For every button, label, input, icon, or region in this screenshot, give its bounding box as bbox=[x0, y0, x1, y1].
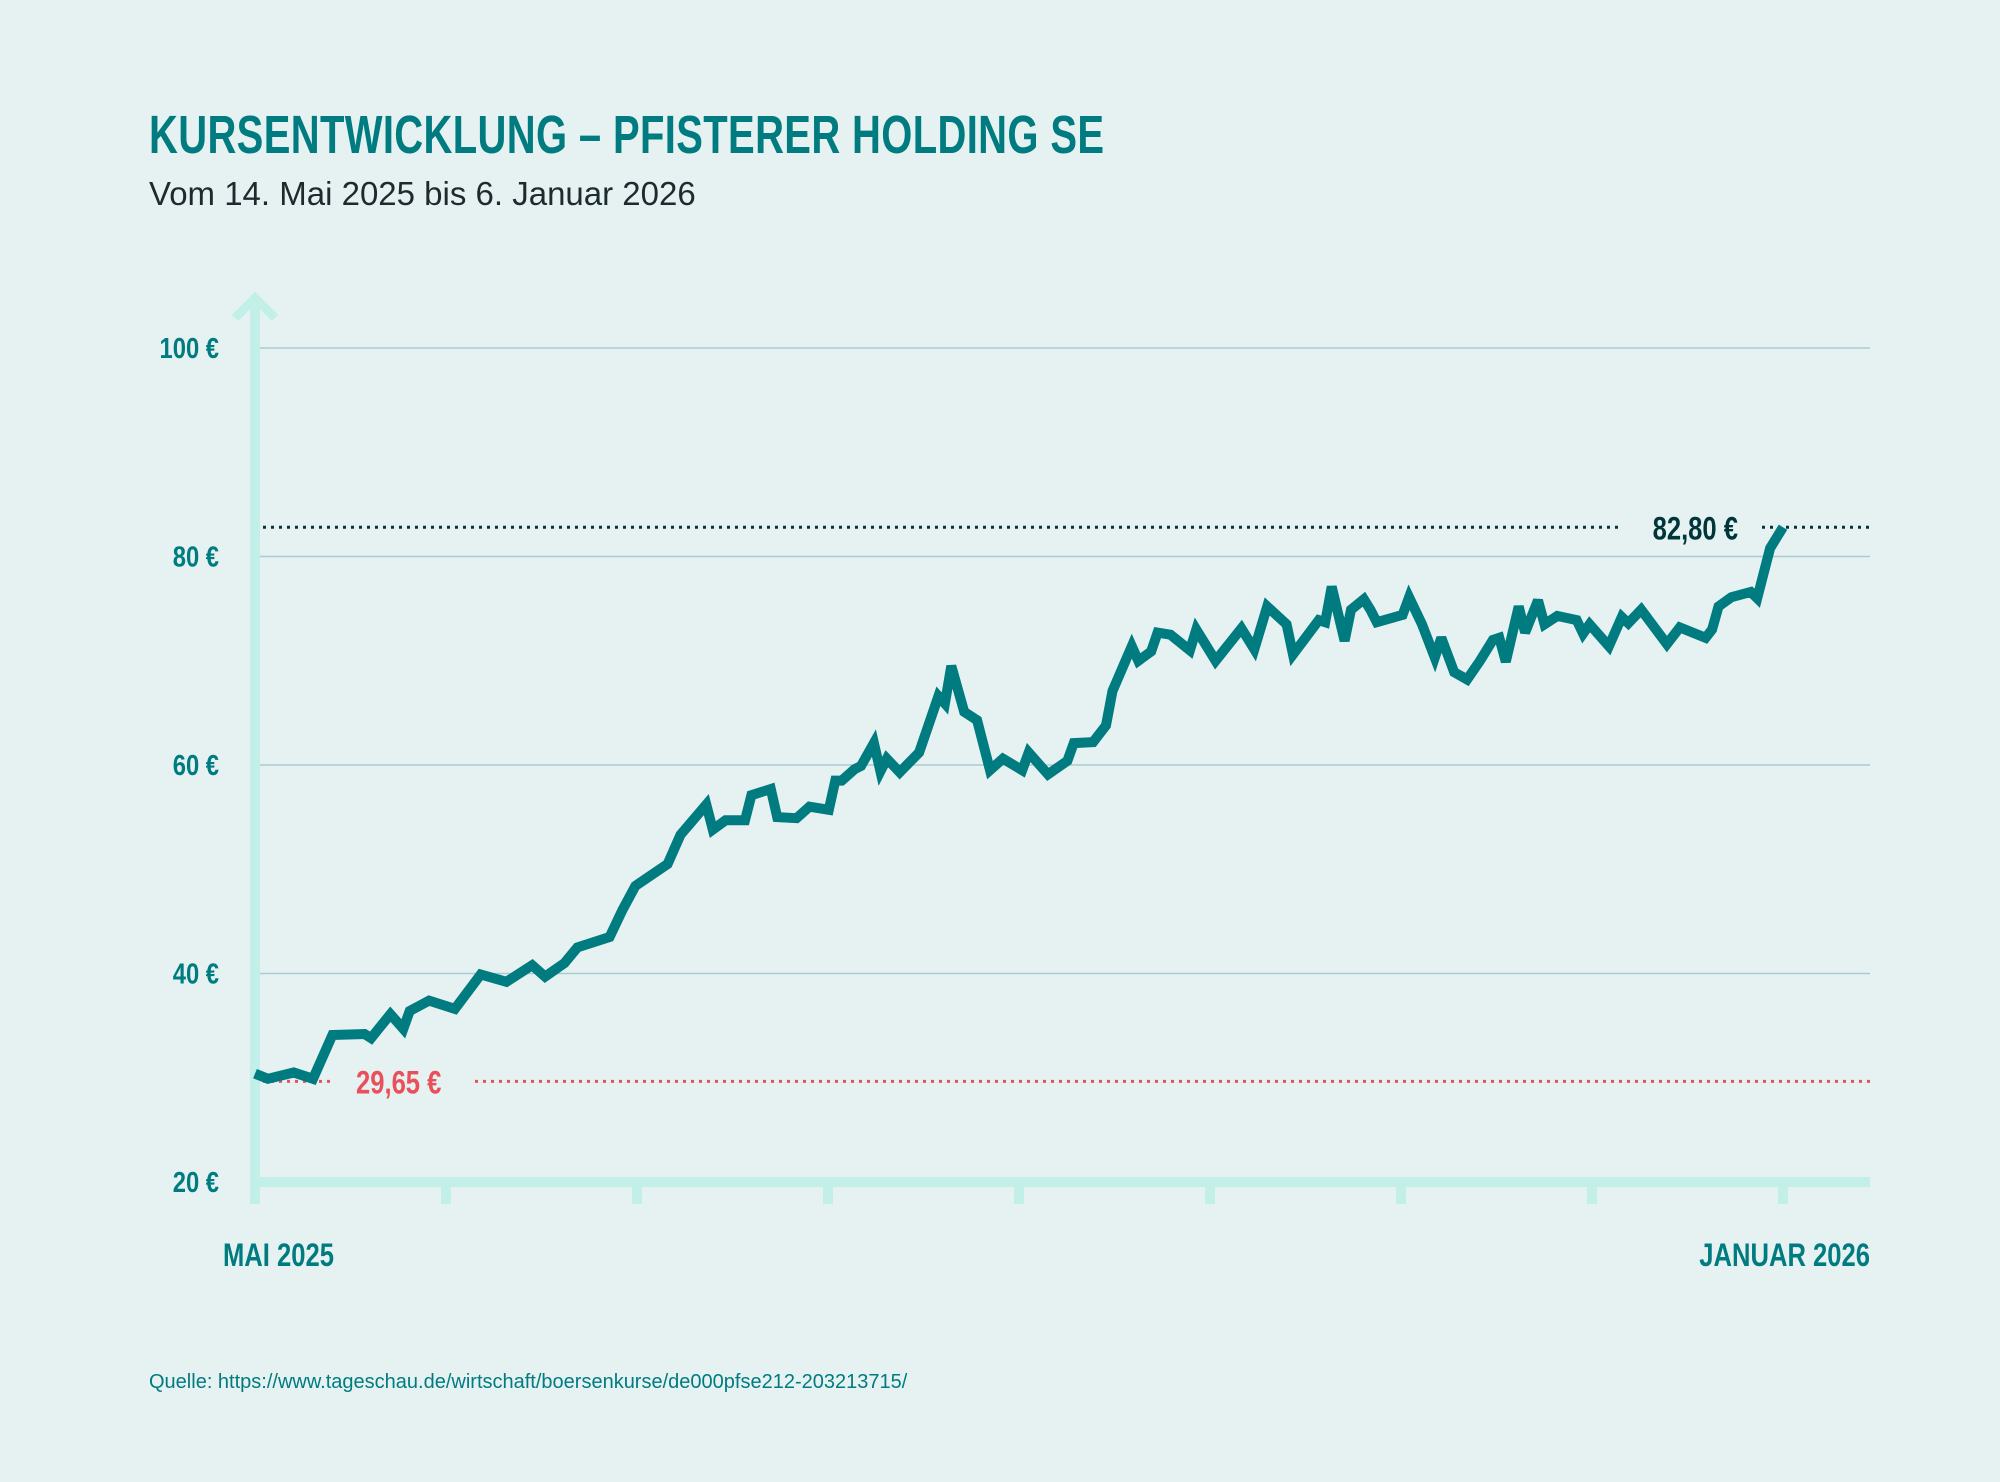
source-note: Quelle: https://www.tageschau.de/wirtsch… bbox=[149, 1371, 908, 1393]
price-line bbox=[253, 524, 1788, 1085]
y-tick-label: 100 € bbox=[160, 332, 220, 365]
chart-subtitle: Vom 14. Mai 2025 bis 6. Januar 2026 bbox=[149, 175, 696, 212]
y-tick-label: 40 € bbox=[173, 957, 219, 990]
y-tick-label: 20 € bbox=[173, 1166, 219, 1199]
y-tick-label: 80 € bbox=[173, 540, 219, 573]
low-value-label: 29,65 € bbox=[356, 1066, 441, 1101]
high-value-label: 82,80 € bbox=[1653, 512, 1738, 547]
y-tick-label: 60 € bbox=[173, 749, 219, 782]
y-axis-arrow-icon bbox=[231, 291, 279, 322]
x-label-start: MAI 2025 bbox=[223, 1238, 334, 1273]
x-label-end: JANUAR 2026 bbox=[1699, 1238, 1870, 1273]
chart-title: KURSENTWICKLUNG – PFISTERER HOLDING SE bbox=[149, 105, 1105, 165]
